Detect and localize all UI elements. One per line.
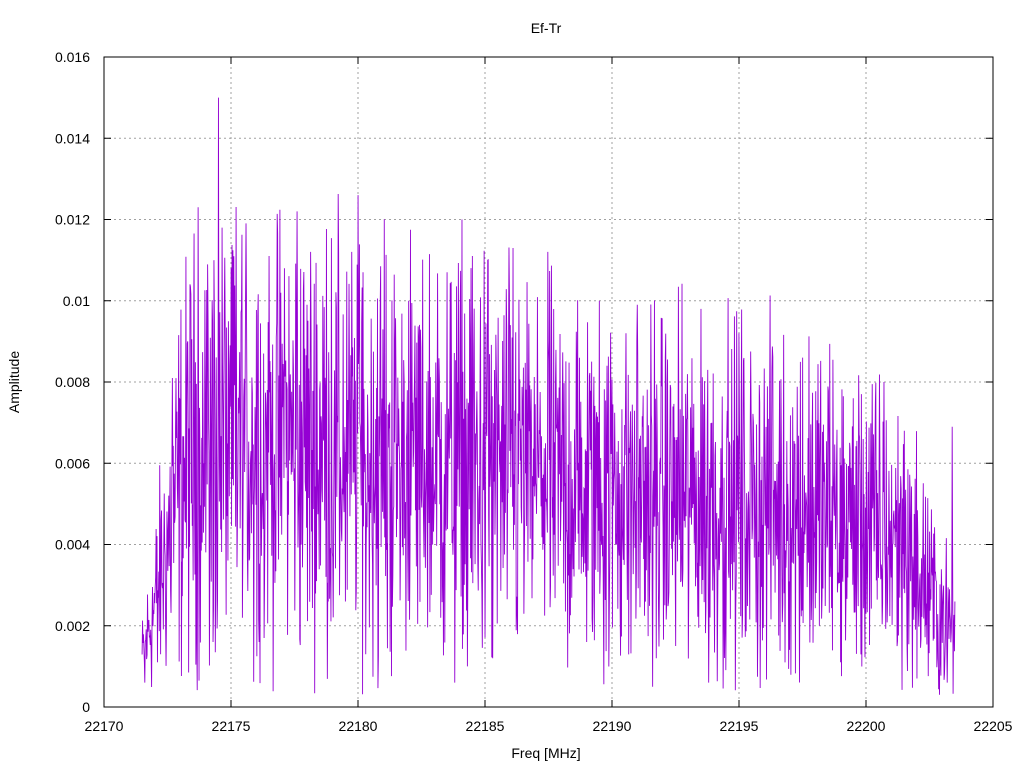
x-axis-label: Freq [MHz] xyxy=(511,745,580,761)
y-tick-label: 0.006 xyxy=(55,455,90,471)
y-tick-label: 0.016 xyxy=(55,49,90,65)
y-tick-label: 0.014 xyxy=(55,130,90,146)
y-tick-label: 0.004 xyxy=(55,537,90,553)
amplitude-series xyxy=(141,97,956,695)
x-tick-label: 22175 xyxy=(212,718,251,734)
x-tick-label: 22180 xyxy=(339,718,378,734)
y-axis-label: Amplitude xyxy=(6,351,22,413)
y-tick-label: 0.002 xyxy=(55,618,90,634)
y-tick-label: 0.012 xyxy=(55,212,90,228)
amplitude-line xyxy=(141,97,956,695)
x-tick-label: 22190 xyxy=(593,718,632,734)
x-tick-label: 22195 xyxy=(720,718,759,734)
x-tick-label: 22170 xyxy=(85,718,124,734)
x-tick-label: 22205 xyxy=(974,718,1013,734)
y-tick-label: 0 xyxy=(82,699,90,715)
x-tick-label: 22200 xyxy=(847,718,886,734)
chart-title: Ef-Tr xyxy=(531,20,562,36)
y-tick-label: 0.008 xyxy=(55,374,90,390)
y-tick-label: 0.01 xyxy=(63,293,90,309)
x-tick-label: 22185 xyxy=(466,718,505,734)
y-axis-ticks: 0 0.002 0.004 0.006 0.008 0.01 0.012 0.014 0.016 xyxy=(55,49,993,715)
x-axis-ticks: 22170 22175 22180 22185 22190 22195 22200 22205 xyxy=(85,57,1013,734)
